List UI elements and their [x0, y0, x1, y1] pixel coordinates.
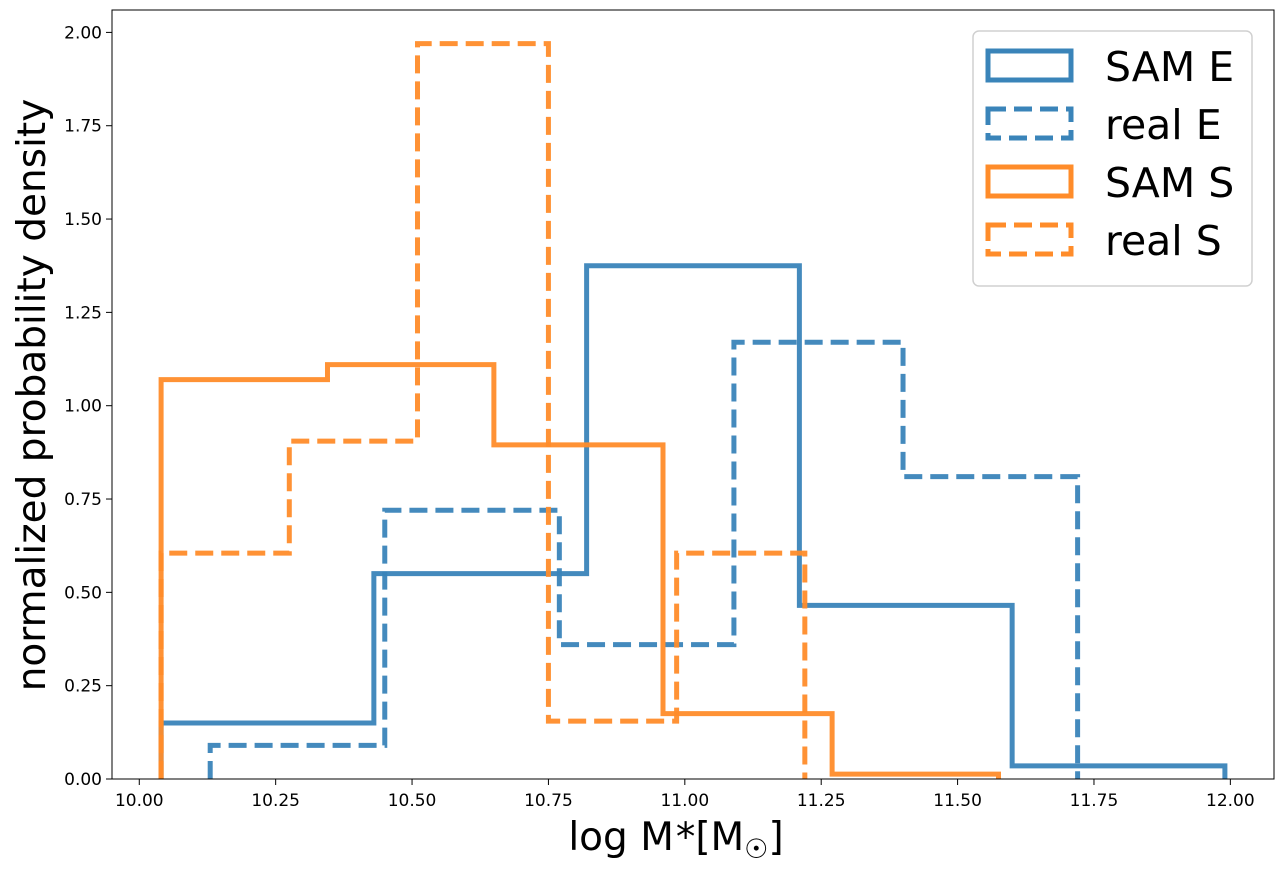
x-axis-label-subscript: ☉ [744, 834, 768, 865]
legend-swatch [985, 164, 1074, 199]
x-axis-label-open: [M [695, 815, 744, 860]
x-axis-ticks: 10.00 10.25 10.50 10.75 11.00 11.25 11.50 11.75… [115, 779, 1255, 811]
legend-item: SAM E [985, 43, 1234, 91]
x-tick-label: 11.00 [660, 791, 709, 811]
x-tick-label: 11.50 [933, 791, 982, 811]
legend-label: SAM S [1105, 159, 1234, 207]
y-axis-ticks: 0.00 0.25 0.50 0.75 1.00 1.25 1.50 1.75 2.00 [64, 23, 112, 790]
legend-swatch [985, 222, 1074, 257]
x-tick-label: 11.75 [1070, 791, 1119, 811]
legend-label: SAM E [1105, 43, 1234, 91]
x-axis-label: log M*[M☉] [568, 815, 783, 865]
series-real-s-step [158, 41, 808, 779]
legend-swatch [985, 106, 1074, 141]
legend-label: real E [1105, 101, 1222, 149]
y-tick-label: 0.50 [64, 583, 102, 603]
y-tick-label: 1.50 [64, 210, 102, 230]
x-tick-label: 12.00 [1206, 791, 1255, 811]
legend-label: real S [1105, 217, 1222, 265]
series-layer [158, 41, 1228, 779]
legend: SAM E real E SAM S real S [972, 30, 1253, 287]
y-tick-label: 2.00 [64, 23, 102, 43]
series-sam-e-step [158, 263, 1228, 779]
y-tick-label: 0.75 [64, 490, 102, 510]
y-tick-label: 0.00 [64, 770, 102, 790]
series-sam-s-step [158, 362, 1002, 779]
y-tick-label: 1.00 [64, 397, 102, 417]
x-tick-label: 10.50 [388, 791, 437, 811]
x-axis-label-close: ] [768, 815, 783, 860]
x-axis-label-main: log M [568, 815, 674, 860]
legend-swatch [985, 48, 1074, 83]
series-real-e-step [207, 339, 1081, 779]
y-tick-label: 1.25 [64, 303, 102, 323]
legend-item: SAM S [985, 159, 1234, 207]
legend-frame [972, 30, 1253, 287]
x-tick-label: 10.25 [251, 791, 300, 811]
legend-item: real S [985, 217, 1222, 265]
x-axis-label-star: * [676, 815, 696, 860]
y-tick-label: 0.25 [64, 677, 102, 697]
axes-border [111, 9, 1275, 780]
y-axis-label: normalized probability density [10, 99, 55, 692]
x-tick-label: 11.25 [797, 791, 846, 811]
y-tick-label: 1.75 [64, 117, 102, 137]
legend-item: real E [985, 101, 1222, 149]
legend-entries: SAM E real E SAM S real S [985, 43, 1234, 265]
x-tick-label: 10.00 [115, 791, 164, 811]
x-tick-label: 10.75 [524, 791, 573, 811]
